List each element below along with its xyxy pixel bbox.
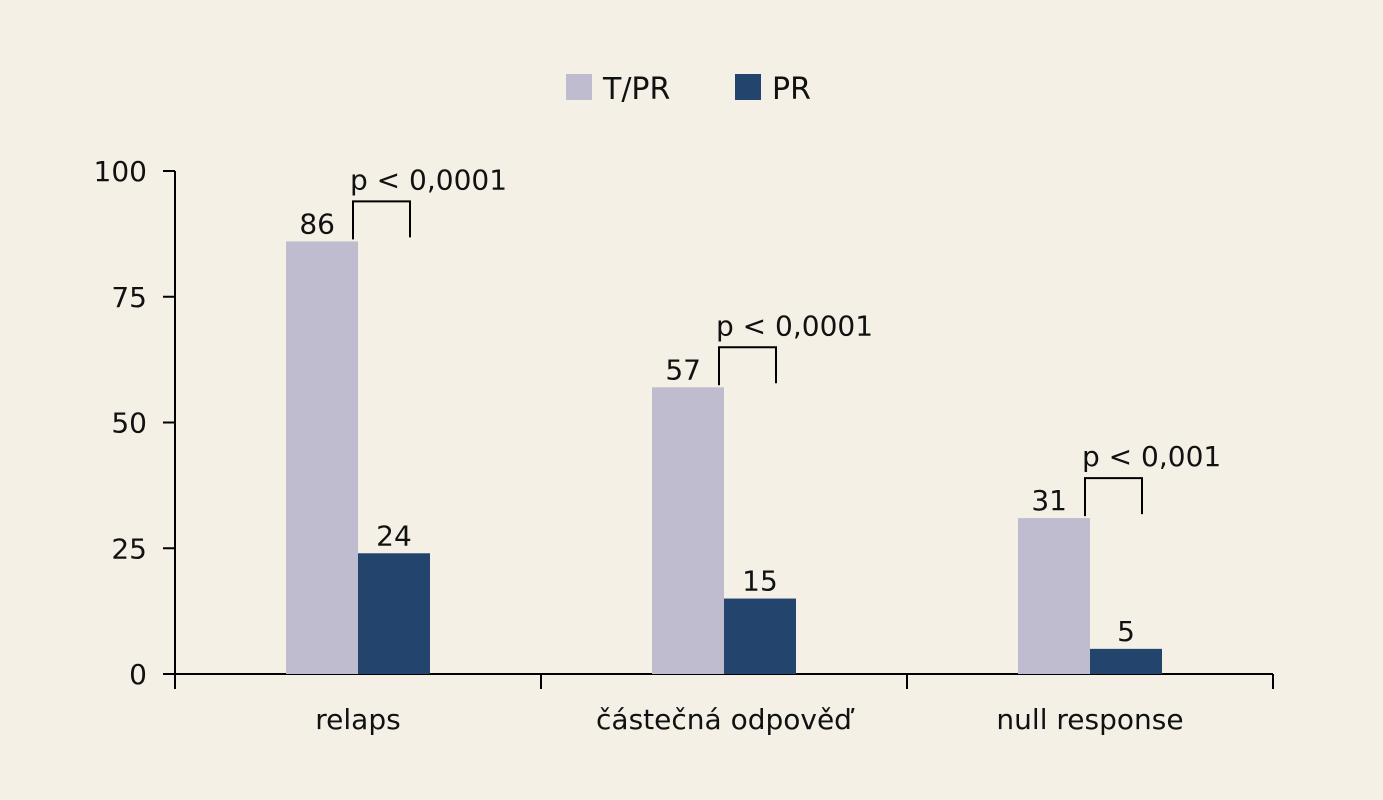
data-label: 86 [299,207,335,240]
data-label: 31 [1031,484,1067,517]
y-axis: 0 25 50 75 100 [94,155,176,691]
bar-t-pr [286,241,358,675]
data-label: 5 [1117,615,1135,648]
x-tick-label: částečná odpověď [596,703,855,736]
bar-t-pr [652,387,724,674]
value-labels: 86 24 57 15 31 5 [299,207,1135,647]
x-tick-label: relaps [315,703,400,736]
data-label: 57 [665,353,701,386]
x-axis [174,673,1274,689]
x-axis-labels: relaps částečná odpověď null response [315,703,1183,736]
x-tick-label: null response [996,703,1183,736]
p-value-annotation: p < 0,001 [1082,440,1221,473]
y-tick-label: 100 [94,155,147,188]
y-tick-label: 50 [111,407,147,440]
significance-bracket [352,200,411,240]
p-value-annotation: p < 0,0001 [716,309,873,342]
legend-label-pr: PR [772,72,811,107]
bars [286,241,1162,675]
bar-pr [358,553,430,674]
data-label: 15 [742,565,778,598]
legend-swatch-pr [735,74,761,100]
bar-t-pr [1018,518,1090,674]
legend-swatch-t-pr [566,74,592,100]
legend-label-t-pr: T/PR [602,72,670,107]
bar-pr [724,598,796,674]
y-tick-label: 0 [129,658,147,691]
significance-bracket [1084,477,1143,517]
data-label: 24 [376,519,412,552]
significance-bracket [718,346,777,386]
y-tick-label: 75 [111,281,147,314]
legend: T/PR PR [566,72,811,107]
bar-pr [1090,648,1162,674]
significance-annotations: p < 0,0001 p < 0,0001 p < 0,001 [350,163,1221,517]
y-tick-label: 25 [111,532,147,565]
p-value-annotation: p < 0,0001 [350,163,507,196]
